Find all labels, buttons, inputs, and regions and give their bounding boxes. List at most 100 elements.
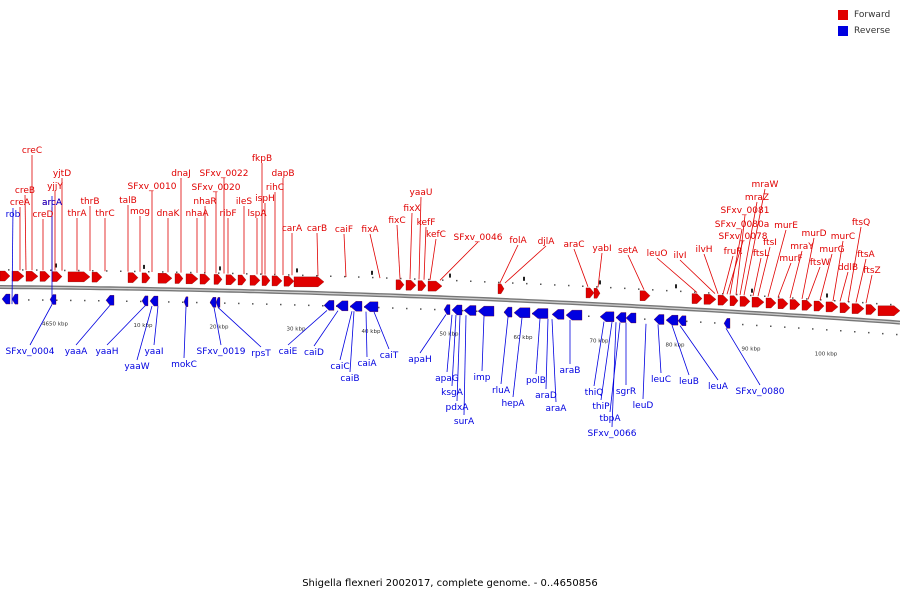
label-leader xyxy=(729,228,743,295)
label-leader xyxy=(819,253,833,301)
minor-tick-forward xyxy=(148,271,150,273)
minor-tick-forward xyxy=(162,271,164,273)
forward-gene-arrow xyxy=(25,271,39,282)
label-leader xyxy=(739,201,758,296)
reverse-gene-arrow xyxy=(665,315,679,326)
minor-tick-forward xyxy=(302,274,304,277)
minor-tick-forward xyxy=(8,269,10,271)
label-leader xyxy=(551,319,557,403)
gene-label: carA xyxy=(282,224,303,234)
label-leader xyxy=(106,305,146,346)
forward-gene-arrow xyxy=(813,300,825,312)
legend-label-reverse: Reverse xyxy=(854,26,891,36)
label-leader xyxy=(75,305,111,346)
minor-tick-reverse xyxy=(854,331,856,333)
label-leader xyxy=(451,314,457,387)
gene-label: arcA xyxy=(42,198,63,208)
gene-label: caiB xyxy=(340,374,359,384)
label-leader xyxy=(339,311,353,361)
minor-tick-reverse xyxy=(98,300,100,302)
minor-tick-forward xyxy=(554,284,556,286)
gene-label: yaaI xyxy=(144,347,163,357)
gene-label: fkpB xyxy=(252,154,272,164)
reverse-gene-arrow xyxy=(323,300,335,311)
gene-label: rluA xyxy=(492,386,511,396)
forward-gene-arrow xyxy=(11,271,25,282)
minor-tick-reverse xyxy=(84,299,86,302)
label-leader xyxy=(463,315,467,416)
reverse-gene-arrow xyxy=(443,304,451,315)
gene-label: yaaH xyxy=(95,347,118,357)
reverse-gene-arrow xyxy=(653,314,665,325)
gene-label: caiT xyxy=(380,351,399,361)
gene-label: ribF xyxy=(219,209,236,219)
forward-gene-arrow xyxy=(427,280,443,292)
minor-tick-reverse xyxy=(812,328,814,330)
label-leader xyxy=(504,245,547,284)
forward-gene-arrow xyxy=(585,287,595,299)
reverse-gene-arrow xyxy=(677,315,687,326)
minor-tick-reverse xyxy=(378,306,380,309)
minor-tick-forward xyxy=(512,282,514,284)
tick-labels: 4650 kbp 10 kbp 20 kbp 30 kbp 40 kbp 50 kbp 60… xyxy=(42,263,838,358)
legend-item-forward: Forward xyxy=(838,8,890,22)
minor-tick-forward xyxy=(92,270,94,272)
gene-label: araA xyxy=(546,404,568,414)
label-leader xyxy=(183,306,187,359)
minor-tick-reverse xyxy=(42,299,44,301)
minor-tick-reverse xyxy=(742,323,744,326)
minor-tick-reverse xyxy=(182,301,184,303)
minor-tick-reverse xyxy=(588,315,590,317)
label-leader xyxy=(801,237,815,299)
reverse-gene-arrow xyxy=(335,300,349,311)
minor-ticks xyxy=(8,269,898,336)
minor-tick-reverse xyxy=(770,325,772,327)
reverse-gene-arrow xyxy=(183,296,189,307)
forward-gene-arrow xyxy=(141,272,151,284)
minor-tick-reverse xyxy=(896,333,898,336)
forward-gene-arrow xyxy=(237,274,247,286)
minor-tick-reverse xyxy=(70,299,72,302)
forward-gene-arrow xyxy=(789,299,801,310)
minor-tick-forward xyxy=(778,296,780,298)
label-leader xyxy=(287,310,328,346)
gene-label: fruR xyxy=(724,247,743,257)
minor-tick-forward xyxy=(694,291,696,293)
gene-label: thiQ xyxy=(585,388,604,398)
label-leader xyxy=(657,324,662,374)
gene-label: arcA xyxy=(42,198,63,208)
gene-label: caiC xyxy=(330,362,349,372)
minor-tick-forward xyxy=(834,300,836,302)
legend-swatch-reverse xyxy=(838,26,848,36)
minor-tick-reverse xyxy=(168,301,170,303)
label-leader xyxy=(365,311,368,358)
tick-label: 10 kbp xyxy=(134,323,153,329)
reverse-gene-arrow xyxy=(149,295,159,307)
minor-tick-forward xyxy=(344,275,346,278)
minor-tick-forward xyxy=(64,269,66,272)
forward-gene-arrow xyxy=(0,270,11,282)
forward-gene-arrow xyxy=(199,273,211,285)
minor-tick-forward xyxy=(400,277,402,280)
label-leader xyxy=(722,255,734,295)
label-leader xyxy=(593,321,605,387)
minor-tick-reverse xyxy=(882,332,884,335)
gene-label: creD xyxy=(33,210,54,220)
minor-tick-forward xyxy=(764,295,766,297)
label-leader xyxy=(855,258,867,303)
tick-label: 80 kbp xyxy=(666,342,685,348)
minor-tick-forward xyxy=(610,286,612,289)
minor-tick-forward xyxy=(232,272,234,275)
label-leader xyxy=(11,207,14,305)
tick-label: 20 kbp xyxy=(210,324,229,330)
gene-label: dnaJ xyxy=(171,169,191,179)
minor-tick-reverse xyxy=(462,309,464,312)
minor-tick-forward xyxy=(484,281,486,283)
minor-tick-reverse xyxy=(784,326,786,328)
minor-tick-forward xyxy=(106,270,108,272)
legend-item-reverse: Reverse xyxy=(838,24,890,38)
label-leader xyxy=(656,257,698,293)
minor-tick-forward xyxy=(78,269,80,272)
gene-label: ksgA xyxy=(441,388,464,398)
